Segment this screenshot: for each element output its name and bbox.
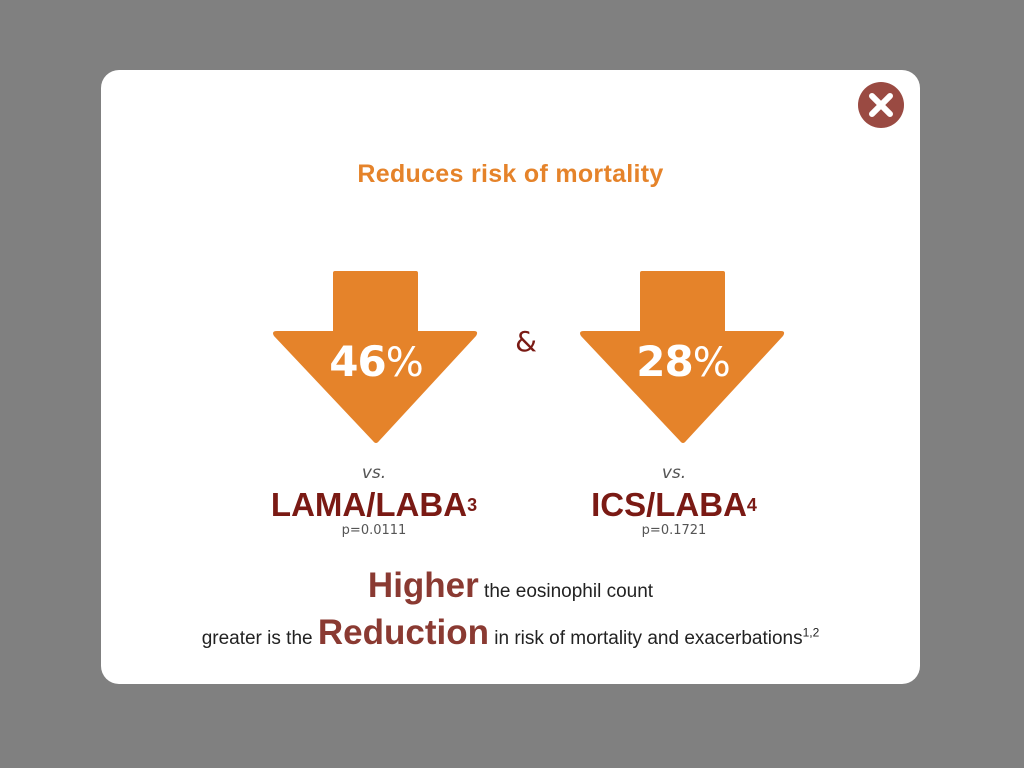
down-arrow-lama-laba: 46% xyxy=(271,271,481,446)
statement-line-1: Higher the eosinophil count xyxy=(367,566,654,605)
reference-mark: 4 xyxy=(746,495,757,515)
page-title: Reduces risk of mortality xyxy=(357,160,664,188)
comparison-ics-laba: vs. ICS/LABA4 p=0.1721 xyxy=(544,463,804,539)
drug-label: ICS/LABA4 xyxy=(591,486,757,523)
statement-line-2: greater is the Reduction in risk of mort… xyxy=(201,613,820,652)
p-value: p=0.0111 xyxy=(341,523,407,538)
emphasis-higher: Higher xyxy=(367,566,479,605)
reduction-percent: 46% xyxy=(329,337,423,386)
down-arrow-icon xyxy=(580,271,785,443)
close-button[interactable] xyxy=(858,82,904,128)
reference-mark: 3 xyxy=(467,495,478,515)
reduction-percent: 28% xyxy=(636,337,730,386)
comparison-lama-laba: vs. LAMA/LABA3 p=0.0111 xyxy=(244,463,504,539)
down-arrow-ics-laba: 28% xyxy=(578,271,788,446)
p-value: p=0.1721 xyxy=(641,523,707,538)
down-arrow-icon xyxy=(273,271,478,443)
modal-dialog: Reduces risk of mortality 46% & 28% vs. … xyxy=(101,70,920,684)
drug-label: LAMA/LABA3 xyxy=(270,486,478,523)
vs-label: vs. xyxy=(361,463,387,483)
emphasis-reduction: Reduction xyxy=(317,613,489,652)
reference-mark: 1,2 xyxy=(802,625,820,640)
vs-label: vs. xyxy=(661,463,687,483)
close-x-icon xyxy=(869,93,893,117)
ampersand-separator: & xyxy=(515,325,537,358)
